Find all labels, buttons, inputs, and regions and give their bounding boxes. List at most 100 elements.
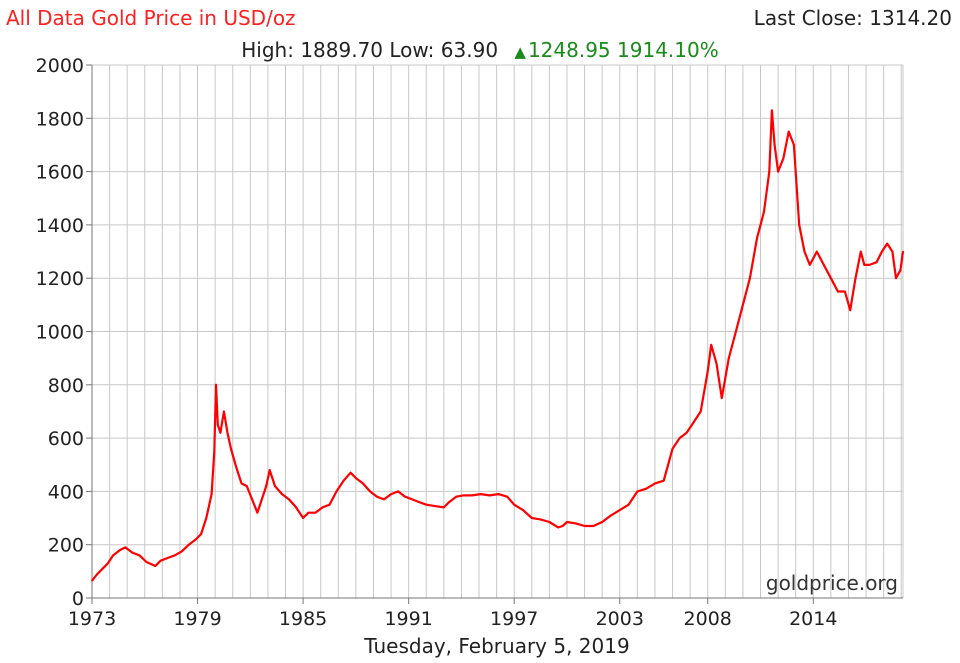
watermark: goldprice.org — [765, 571, 898, 595]
y-tick-label: 1400 — [36, 215, 84, 237]
data-point — [397, 490, 399, 493]
data-point — [434, 505, 436, 507]
data-point — [302, 517, 304, 519]
data-point — [376, 495, 378, 498]
data-point — [662, 479, 665, 482]
data-point — [830, 277, 832, 280]
data-point — [251, 498, 254, 501]
data-point — [854, 277, 857, 280]
data-point — [859, 250, 862, 253]
data-point — [782, 157, 785, 160]
data-point — [342, 479, 345, 482]
data-point — [411, 498, 414, 501]
data-point — [205, 517, 208, 519]
data-point — [106, 562, 109, 565]
data-point — [383, 498, 385, 501]
data-point — [787, 130, 790, 133]
y-tick-label: 400 — [48, 481, 84, 503]
data-point — [213, 450, 216, 453]
data-point — [715, 362, 718, 365]
data-point — [557, 526, 560, 529]
data-point — [749, 277, 751, 280]
y-axis: 0 200 400 600 800 1000 1200 1400 1600 1800 2000 — [36, 55, 93, 610]
x-tick-label: 2003 — [596, 608, 644, 630]
y-tick-label: 1000 — [36, 322, 84, 344]
data-point — [159, 559, 162, 562]
data-point — [735, 330, 737, 333]
data-point — [471, 494, 473, 497]
data-point — [173, 554, 176, 557]
price-stats: High: 1889.70 Low: 63.90 ▲ 1248.95 1914.1… — [0, 40, 960, 60]
data-point — [91, 579, 93, 582]
data-point — [793, 144, 795, 146]
data-point — [288, 498, 290, 501]
last-close: Last Close: 1314.20 — [754, 8, 952, 28]
change-value: 1248.95 — [527, 38, 611, 62]
data-point — [96, 573, 99, 575]
data-point — [863, 264, 866, 266]
data-point — [369, 490, 371, 493]
data-point — [226, 431, 229, 434]
data-point — [601, 521, 604, 523]
x-tick-label: 1985 — [279, 608, 327, 630]
data-point — [506, 495, 509, 498]
data-point — [488, 494, 491, 497]
low-value: 63.90 — [440, 38, 499, 62]
data-point — [548, 521, 551, 523]
data-point — [566, 521, 568, 523]
data-point — [235, 466, 238, 469]
data-point — [321, 506, 324, 509]
data-point — [636, 490, 639, 493]
data-point — [497, 493, 500, 495]
y-tick-label: 800 — [48, 375, 84, 397]
data-point — [362, 482, 364, 485]
data-point — [119, 549, 121, 551]
data-point — [112, 554, 114, 557]
x-tick-label: 2014 — [789, 608, 837, 630]
data-point — [145, 561, 148, 563]
data-point — [274, 485, 276, 487]
data-point — [455, 495, 458, 498]
data-point — [281, 493, 283, 495]
data-point — [335, 490, 338, 493]
y-tick-label: 600 — [48, 428, 84, 450]
data-point — [530, 517, 533, 519]
data-point — [895, 277, 897, 280]
data-point — [692, 421, 695, 423]
x-axis-label: Tuesday, February 5, 2019 — [364, 634, 630, 658]
data-point — [798, 224, 801, 226]
data-point — [710, 343, 713, 346]
data-point — [902, 250, 904, 253]
series-layer — [91, 109, 905, 582]
data-point — [699, 410, 702, 413]
data-point — [777, 170, 779, 173]
data-point — [868, 264, 871, 266]
data-point — [230, 447, 232, 450]
data-point — [194, 538, 197, 541]
x-tick-label: 1973 — [68, 608, 116, 630]
data-point — [678, 437, 681, 439]
data-point — [101, 567, 104, 570]
high-value: 1889.70 — [300, 38, 384, 62]
data-point — [583, 525, 586, 527]
data-point — [166, 557, 169, 559]
y-tick-label: 0 — [72, 588, 84, 610]
data-point — [138, 554, 141, 557]
data-point — [265, 485, 268, 487]
data-point — [462, 494, 465, 497]
data-point — [154, 565, 157, 567]
data-point — [539, 518, 542, 521]
y-tick-label: 200 — [48, 535, 84, 557]
data-point — [513, 503, 516, 506]
data-point — [448, 501, 450, 503]
change-group: ▲ 1248.95 1914.10% — [514, 38, 718, 62]
data-point — [756, 237, 758, 240]
data-point — [768, 170, 771, 173]
series-line-gold-price — [91, 109, 905, 582]
up-triangle-icon: ▲ — [514, 43, 526, 61]
data-point — [886, 242, 889, 245]
data-point — [200, 533, 203, 535]
data-point — [314, 511, 317, 514]
data-point — [771, 109, 773, 112]
